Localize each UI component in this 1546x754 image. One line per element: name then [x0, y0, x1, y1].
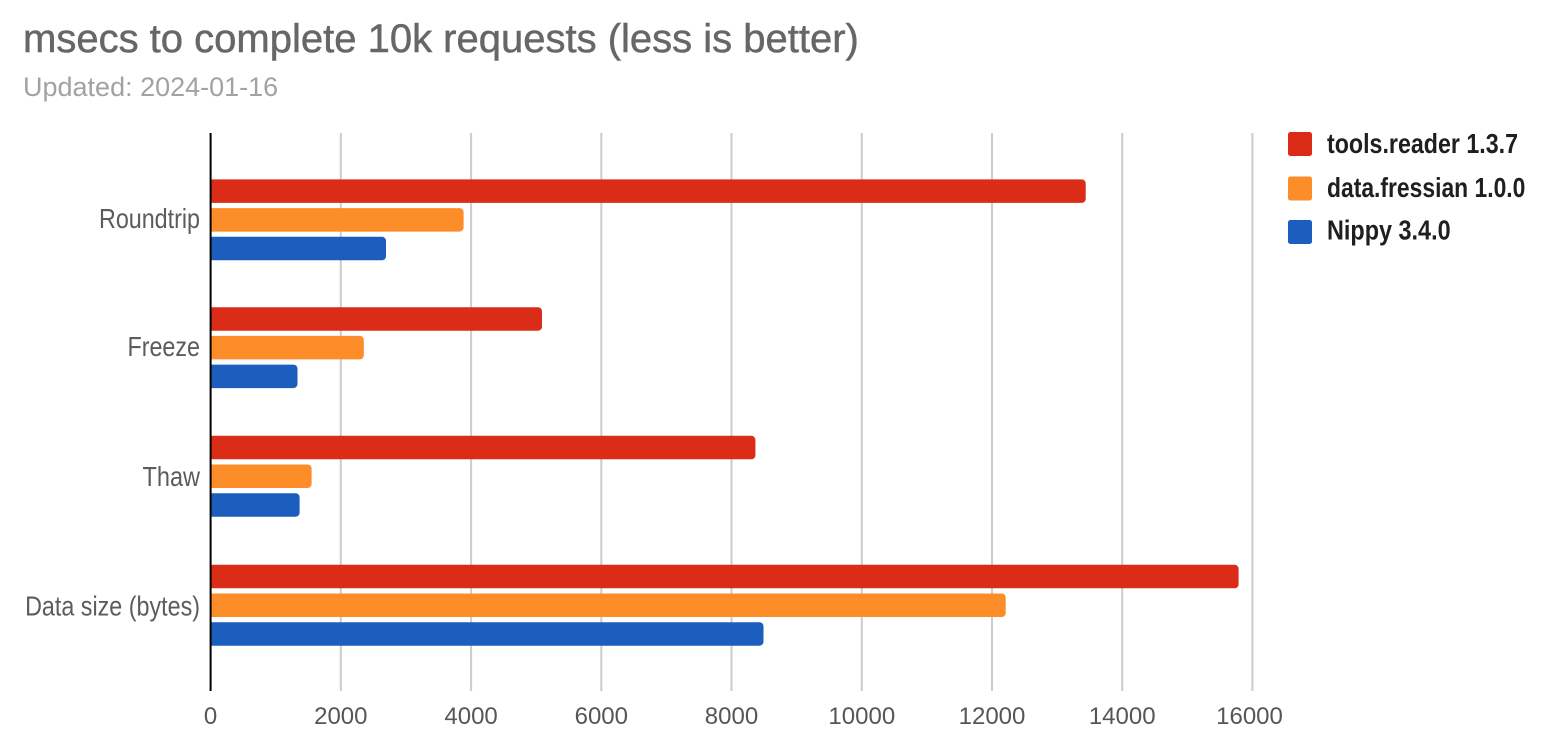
svg-text:Data size (bytes): Data size (bytes) — [25, 591, 200, 622]
svg-text:2000: 2000 — [314, 703, 367, 730]
svg-text:8000: 8000 — [705, 703, 758, 730]
svg-text:Updated: 2024-01-16: Updated: 2024-01-16 — [23, 72, 278, 102]
svg-text:6000: 6000 — [575, 703, 628, 730]
svg-text:tools.reader 1.3.7: tools.reader 1.3.7 — [1327, 128, 1518, 159]
svg-text:4000: 4000 — [444, 703, 497, 730]
svg-text:data.fressian 1.0.0: data.fressian 1.0.0 — [1327, 172, 1525, 203]
svg-text:Nippy 3.4.0: Nippy 3.4.0 — [1327, 214, 1451, 245]
svg-text:10000: 10000 — [828, 703, 895, 730]
svg-text:msecs to complete 10k requests: msecs to complete 10k requests (less is … — [23, 17, 859, 61]
svg-text:Roundtrip: Roundtrip — [99, 203, 200, 234]
svg-text:16000: 16000 — [1216, 703, 1283, 730]
svg-text:Thaw: Thaw — [143, 461, 201, 492]
svg-text:0: 0 — [204, 703, 217, 730]
svg-text:14000: 14000 — [1089, 703, 1156, 730]
svg-text:12000: 12000 — [959, 703, 1026, 730]
svg-text:Freeze: Freeze — [128, 331, 201, 362]
